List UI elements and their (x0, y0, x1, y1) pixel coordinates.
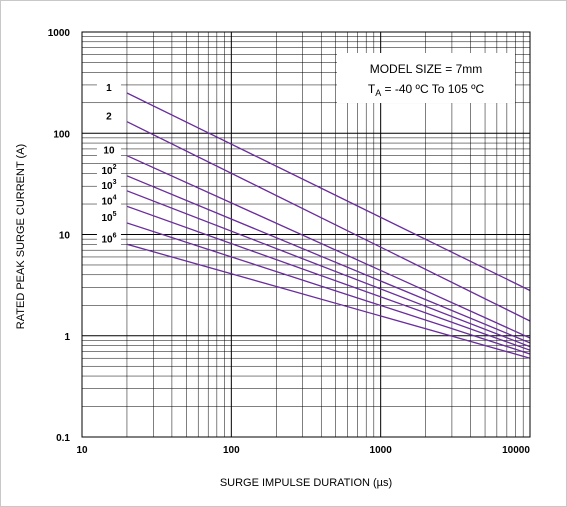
series-label-background (96, 179, 121, 194)
series-label: 103 (101, 179, 116, 192)
series-label-background (96, 195, 121, 210)
series-label-background (96, 110, 121, 125)
annotation-model-size: MODEL SIZE = 7mm (370, 62, 483, 76)
x-tick-label: 10 (76, 445, 88, 456)
annotation-temperature-range: = -40 ºC To 105 ºC (381, 82, 484, 96)
annotation-background (337, 53, 515, 103)
y-tick-label: 10 (59, 231, 71, 242)
series-label: 1 (106, 83, 112, 94)
series-label: 102 (101, 164, 116, 177)
series-label-background (96, 164, 121, 179)
series-line (126, 121, 531, 322)
series-label-background (96, 144, 121, 159)
series-label: 10 (103, 146, 115, 157)
series-label: 105 (101, 211, 116, 224)
series-label: 104 (101, 194, 116, 207)
x-tick-label: 100 (223, 445, 240, 456)
series-label-background (96, 211, 121, 226)
series-label: 106 (101, 232, 116, 245)
y-tick-label: 1000 (48, 28, 71, 39)
annotation-t-subscript: A (375, 88, 381, 98)
plot-border (81, 31, 531, 438)
x-tick-labels: 10 100 1000 10000 (76, 445, 530, 456)
y-tick-label: 1 (64, 332, 70, 343)
annotation-temperature: TA = -40 ºC To 105 ºC (368, 82, 485, 98)
y-tick-label: 0.1 (56, 433, 70, 444)
annotation-t-symbol: T (368, 82, 376, 96)
series-line (126, 205, 531, 351)
series-label: 2 (106, 112, 112, 123)
x-tick-label: 10000 (502, 445, 530, 456)
series-labels: 1 2 10 102 103 104 105 106 (96, 81, 121, 248)
y-axis-label: RATED PEAK SURGE CURRENT (A) (15, 144, 27, 329)
x-axis-label: SURGE IMPULSE DURATION (µs) (220, 477, 392, 489)
series-lines (126, 92, 531, 359)
series-line (126, 190, 531, 348)
y-tick-labels: 0.1 1 10 100 1000 (48, 28, 71, 444)
series-line (126, 175, 531, 344)
series-line (126, 222, 531, 355)
annotation-box: MODEL SIZE = 7mm TA = -40 ºC To 105 ºC (337, 53, 515, 103)
series-line (126, 155, 531, 339)
series-line (126, 243, 531, 359)
series-label-background (96, 233, 121, 248)
series-line (126, 92, 531, 292)
y-tick-label: 100 (53, 129, 70, 140)
series-label-background (96, 81, 121, 96)
x-tick-label: 1000 (370, 445, 393, 456)
